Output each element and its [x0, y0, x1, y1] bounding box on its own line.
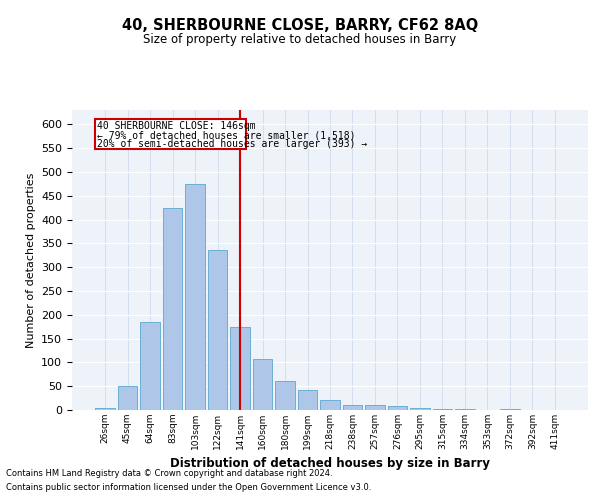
Bar [410, 408, 430, 410]
Bar [208, 250, 227, 410]
Bar [365, 405, 385, 410]
Bar [95, 408, 115, 410]
Text: ← 79% of detached houses are smaller (1,518): ← 79% of detached houses are smaller (1,… [97, 130, 356, 140]
Bar [298, 390, 317, 410]
Bar [275, 382, 295, 410]
Text: 40, SHERBOURNE CLOSE, BARRY, CF62 8AQ: 40, SHERBOURNE CLOSE, BARRY, CF62 8AQ [122, 18, 478, 32]
Bar [455, 409, 475, 410]
Bar [230, 326, 250, 410]
Bar [163, 208, 182, 410]
Bar [500, 409, 520, 410]
Bar [320, 400, 340, 410]
Bar [140, 322, 160, 410]
Bar [185, 184, 205, 410]
Bar [388, 406, 407, 410]
Bar [118, 386, 137, 410]
Text: Contains public sector information licensed under the Open Government Licence v3: Contains public sector information licen… [6, 484, 371, 492]
Bar [253, 358, 272, 410]
Text: 20% of semi-detached houses are larger (393) →: 20% of semi-detached houses are larger (… [97, 138, 367, 148]
Bar [433, 408, 452, 410]
X-axis label: Distribution of detached houses by size in Barry: Distribution of detached houses by size … [170, 458, 490, 470]
Y-axis label: Number of detached properties: Number of detached properties [26, 172, 35, 348]
FancyBboxPatch shape [95, 118, 245, 149]
Text: Size of property relative to detached houses in Barry: Size of property relative to detached ho… [143, 32, 457, 46]
Bar [343, 405, 362, 410]
Text: 40 SHERBOURNE CLOSE: 146sqm: 40 SHERBOURNE CLOSE: 146sqm [97, 121, 256, 131]
Text: Contains HM Land Registry data © Crown copyright and database right 2024.: Contains HM Land Registry data © Crown c… [6, 468, 332, 477]
